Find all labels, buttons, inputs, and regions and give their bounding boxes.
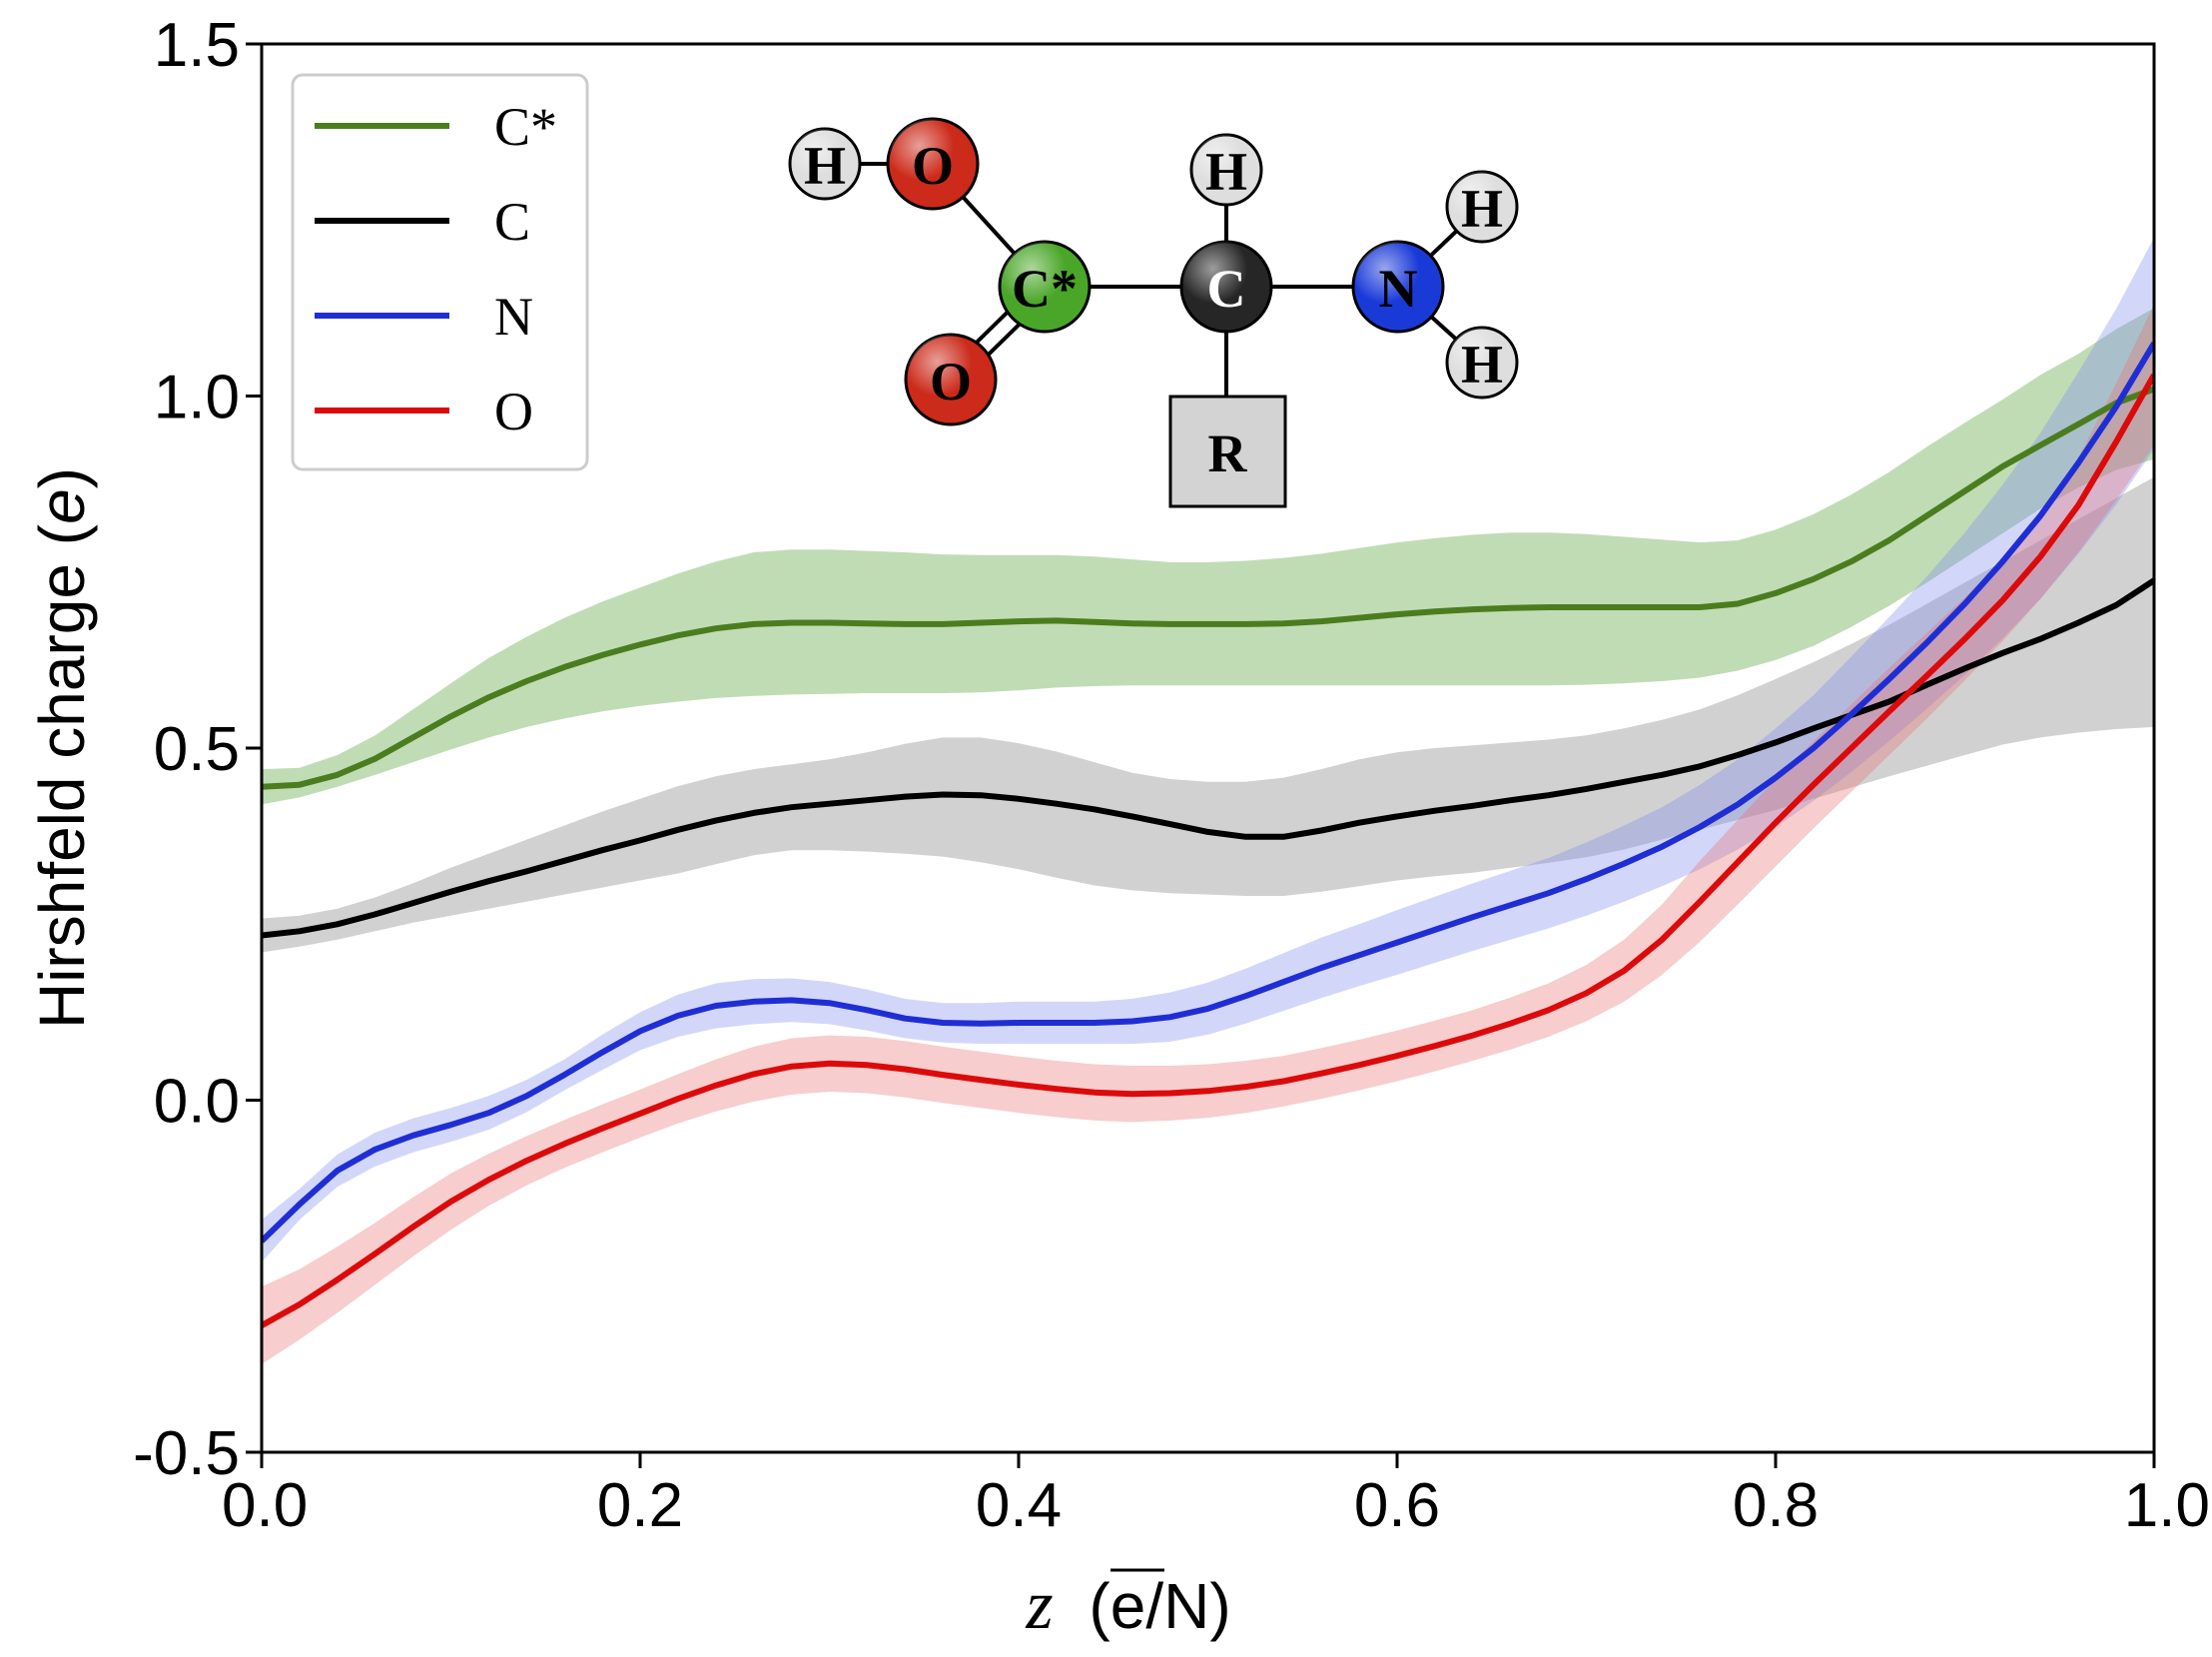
x-tick-label: 0.4 bbox=[976, 1471, 1062, 1540]
y-tick-label: 1.0 bbox=[154, 364, 240, 432]
atom-o-shine bbox=[888, 119, 978, 209]
r-group-label: R bbox=[1208, 423, 1248, 483]
x-tick-label: 0.6 bbox=[1354, 1471, 1440, 1540]
y-axis-label-main: Hirshfeld charge ( bbox=[26, 524, 98, 1029]
line-c-star bbox=[262, 386, 2154, 790]
r-group-box bbox=[1168, 395, 1287, 508]
legend-label-n: N bbox=[494, 287, 533, 347]
atom-c-star: C* bbox=[998, 240, 1092, 334]
atom-h: H bbox=[1189, 133, 1263, 207]
y-axis-label: Hirshfeld charge (e) bbox=[26, 467, 98, 1029]
atom-h-shine bbox=[1447, 328, 1517, 398]
atom-h: H bbox=[1445, 326, 1519, 400]
atom-h-label: H bbox=[1205, 142, 1247, 202]
y-tick-label: 0.0 bbox=[154, 1068, 240, 1137]
atom-o: O bbox=[886, 117, 980, 211]
atom-h-label: H bbox=[1461, 335, 1503, 395]
atom-h-shine bbox=[790, 129, 860, 199]
x-axis-ticks: 0.0 0.2 0.4 0.6 0.8 1.0 bbox=[222, 1452, 2210, 1540]
y-tick-label: 1.5 bbox=[154, 11, 240, 80]
line-n bbox=[262, 342, 2154, 1243]
x-tick-label: 1.0 bbox=[2124, 1471, 2210, 1540]
legend-label-c-star: C* bbox=[494, 97, 557, 157]
legend-label-c: C bbox=[494, 192, 530, 252]
legend: C* C N O bbox=[291, 73, 589, 471]
atom-h-shine bbox=[1191, 135, 1261, 205]
band-c-star bbox=[262, 308, 2154, 805]
x-tick-label: 0.0 bbox=[222, 1471, 308, 1540]
atom-n-shine bbox=[1353, 242, 1443, 332]
atom-c-shine bbox=[1181, 242, 1271, 332]
atom-h-label: H bbox=[804, 136, 846, 196]
x-tick-label: 0.8 bbox=[1733, 1471, 1819, 1540]
legend-box bbox=[291, 73, 589, 471]
atom-o-label: O bbox=[912, 136, 954, 196]
atom-o: O bbox=[904, 333, 998, 426]
line-c bbox=[262, 577, 2154, 939]
atom-c-label: C bbox=[1207, 259, 1246, 319]
atom-n: N bbox=[1351, 240, 1445, 334]
atom-n-label: N bbox=[1379, 259, 1418, 319]
x-axis-symbol: z bbox=[1025, 1567, 1053, 1644]
atom-c-star-label: C* bbox=[1012, 259, 1078, 319]
y-axis-ticks: -0.5 0.0 0.5 1.0 1.5 bbox=[133, 11, 262, 1488]
y-tick-label: 0.5 bbox=[154, 715, 240, 784]
molecule-inset: H O C* O H C N bbox=[788, 117, 1519, 508]
x-axis-label: z (e/N) bbox=[1025, 1567, 1230, 1644]
y-axis-label-end: ) bbox=[26, 467, 98, 488]
y-axis-label-unit: e bbox=[26, 488, 98, 524]
atom-h-shine bbox=[1447, 172, 1517, 242]
atom-o-label: O bbox=[930, 352, 972, 412]
atom-o-shine bbox=[906, 335, 996, 424]
atom-h-label: H bbox=[1461, 179, 1503, 239]
band-o bbox=[262, 304, 2154, 1364]
atom-h: H bbox=[1445, 170, 1519, 244]
legend-label-o: O bbox=[494, 382, 533, 441]
atom-h: H bbox=[788, 127, 862, 201]
x-axis-unit: (e/N) bbox=[1089, 1570, 1230, 1642]
line-o bbox=[262, 373, 2154, 1328]
series-lines bbox=[262, 342, 2154, 1328]
y-tick-label: -0.5 bbox=[133, 1419, 240, 1488]
atom-c: C bbox=[1179, 240, 1273, 334]
r-group: R bbox=[1168, 395, 1287, 508]
x-tick-label: 0.2 bbox=[597, 1471, 683, 1540]
atom-c-star-shine bbox=[1000, 242, 1090, 332]
